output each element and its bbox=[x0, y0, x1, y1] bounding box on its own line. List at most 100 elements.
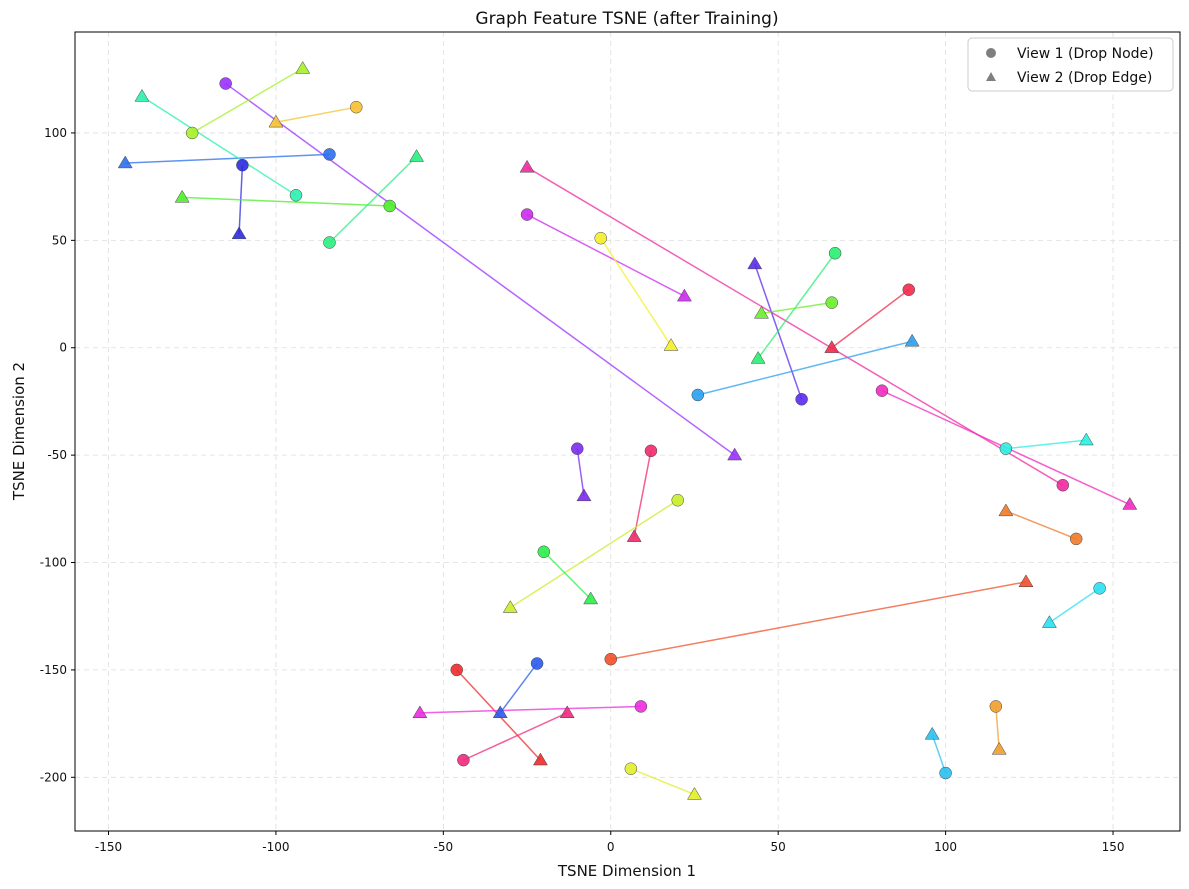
view1-point bbox=[1069, 532, 1083, 546]
view2-point bbox=[824, 340, 840, 353]
legend: View 1 (Drop Node) View 2 (Drop Edge) bbox=[967, 37, 1174, 92]
legend-label-view2: View 2 (Drop Edge) bbox=[1017, 70, 1152, 86]
x-axis-label: TSNE Dimension 1 bbox=[557, 862, 696, 880]
view2-point bbox=[747, 256, 763, 270]
view1-point bbox=[236, 158, 249, 172]
y-axis-ticks: 100 50 0 -50 -100 -150 -200 bbox=[40, 126, 75, 784]
pair-connector-line bbox=[509, 499, 679, 609]
pair-lines bbox=[125, 67, 1131, 796]
view2-point bbox=[1078, 432, 1094, 446]
y-tick-label: -50 bbox=[47, 448, 67, 462]
pair-connector-line bbox=[995, 706, 1000, 750]
view1-point bbox=[530, 657, 544, 670]
view2-point bbox=[268, 114, 284, 128]
y-tick-label: 0 bbox=[59, 341, 67, 355]
view1-point bbox=[644, 444, 658, 458]
view1-point bbox=[691, 388, 705, 402]
view2-point bbox=[676, 288, 692, 302]
pair-connector-line bbox=[419, 705, 641, 714]
pair-connector-line bbox=[931, 734, 947, 774]
view1-point bbox=[185, 126, 199, 140]
view1-point bbox=[219, 77, 232, 90]
view1-point bbox=[350, 100, 363, 114]
view1-point bbox=[383, 199, 397, 213]
view1-point bbox=[671, 493, 684, 507]
y-tick-label: -100 bbox=[40, 556, 67, 570]
view1-point bbox=[323, 236, 336, 249]
y-tick-label: -150 bbox=[40, 663, 67, 677]
y-tick-label: -200 bbox=[40, 770, 67, 784]
pair-connector-line bbox=[463, 712, 568, 761]
x-tick-label: 150 bbox=[1102, 840, 1125, 854]
pair-connector-line bbox=[225, 82, 736, 456]
view2-point bbox=[727, 447, 743, 461]
gridlines bbox=[75, 32, 1180, 831]
view1-point bbox=[989, 700, 1003, 713]
view1-point bbox=[323, 148, 336, 161]
pair-connector-line bbox=[610, 581, 1027, 660]
view2-point bbox=[412, 705, 428, 719]
view2-point bbox=[559, 705, 575, 719]
view2-point bbox=[1041, 615, 1057, 628]
view1-point bbox=[1093, 582, 1106, 595]
view2-point bbox=[134, 88, 150, 102]
view2-point bbox=[998, 503, 1014, 517]
view2-point bbox=[904, 333, 920, 347]
view1-point bbox=[604, 652, 618, 666]
pair-connector-line bbox=[182, 196, 390, 207]
view2-point bbox=[754, 305, 769, 319]
view2-point bbox=[663, 338, 679, 351]
pair-connector-line bbox=[543, 551, 592, 600]
view1-point bbox=[999, 442, 1013, 455]
view1-point bbox=[828, 246, 842, 260]
view1-point bbox=[571, 442, 584, 455]
view2-point bbox=[502, 600, 518, 613]
y-tick-label: 100 bbox=[44, 126, 67, 140]
view1-point bbox=[1056, 478, 1070, 492]
pair-connector-line bbox=[1005, 510, 1077, 540]
view1-point bbox=[457, 753, 470, 767]
pair-connector-line bbox=[275, 106, 357, 123]
view1-point bbox=[289, 188, 303, 202]
view1-point bbox=[520, 208, 534, 221]
view2-point bbox=[626, 529, 642, 542]
view2-point bbox=[750, 350, 766, 364]
x-tick-label: -150 bbox=[95, 840, 122, 854]
y-axis-label: TSNE Dimension 2 bbox=[10, 362, 28, 501]
x-tick-label: 50 bbox=[771, 840, 786, 854]
view2-point bbox=[924, 726, 940, 740]
view1-point bbox=[939, 766, 952, 780]
view2-point bbox=[1018, 574, 1034, 587]
view2-point bbox=[409, 149, 424, 162]
x-axis-ticks: -150 -100 -50 0 50 100 150 bbox=[95, 831, 1125, 854]
view2-point bbox=[117, 155, 133, 169]
x-tick-label: -100 bbox=[262, 840, 289, 854]
pair-connector-line bbox=[600, 237, 672, 346]
y-tick-label: 50 bbox=[52, 233, 67, 247]
legend-triangle-marker bbox=[986, 72, 996, 81]
view1-point bbox=[634, 700, 648, 713]
pair-connector-line bbox=[576, 448, 585, 497]
view2-point bbox=[231, 226, 247, 240]
pair-connector-line bbox=[499, 663, 538, 714]
plot-frame bbox=[74, 31, 1181, 832]
view1-point bbox=[902, 283, 916, 296]
x-tick-label: 0 bbox=[607, 840, 615, 854]
pair-connector-line bbox=[831, 289, 910, 349]
x-tick-label: 100 bbox=[934, 840, 957, 854]
view1-point bbox=[624, 762, 638, 775]
view2-point bbox=[295, 61, 311, 74]
pair-connector-line bbox=[697, 340, 913, 396]
view2-point bbox=[1122, 497, 1138, 510]
view1-point bbox=[795, 393, 808, 406]
view1-point bbox=[825, 296, 839, 309]
view1-point bbox=[537, 545, 551, 559]
legend-label-view1: View 1 (Drop Node) bbox=[1017, 46, 1154, 62]
view2-point bbox=[991, 741, 1007, 755]
pair-connector-line bbox=[141, 95, 297, 196]
pair-connector-line bbox=[1005, 439, 1087, 450]
pair-connector-line bbox=[633, 450, 652, 537]
pair-connector-line bbox=[526, 213, 685, 297]
pair-connector-line bbox=[125, 153, 330, 164]
